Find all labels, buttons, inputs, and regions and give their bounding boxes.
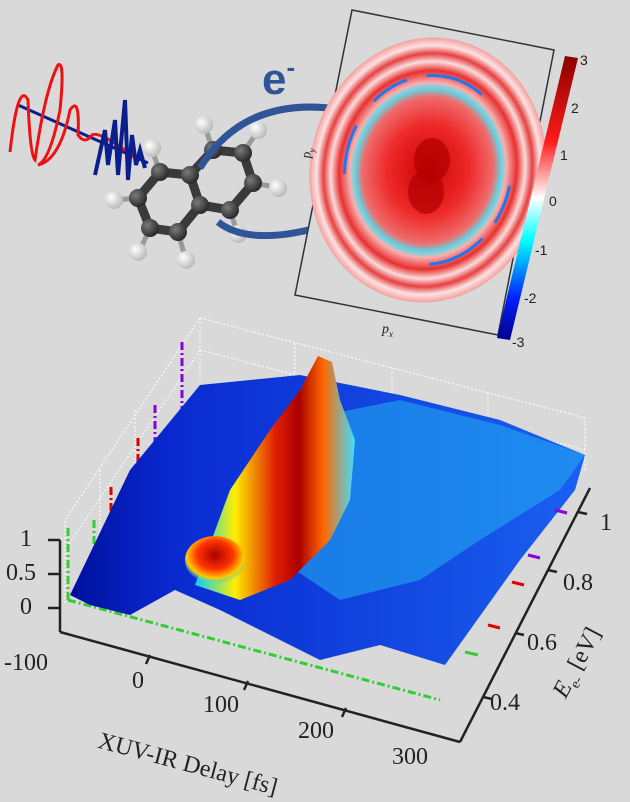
y-tick: 0.4 — [490, 690, 520, 716]
z-tick: 0 — [20, 594, 32, 620]
vmi-center-lobe-lower — [408, 170, 444, 214]
x-tick: 300 — [392, 744, 428, 770]
ir-pulse-icon — [8, 63, 139, 167]
colorbar — [497, 56, 578, 340]
vmi-x-axis-label: px — [382, 322, 393, 339]
colorbar-tick: -3 — [512, 334, 525, 350]
z-tick: 0.5 — [6, 560, 36, 586]
x-tick: -100 — [4, 650, 48, 676]
x-tick: 0 — [132, 668, 144, 694]
plot-axes — [48, 487, 592, 744]
vmi-inset — [294, 9, 578, 340]
surface-main-ridge — [195, 356, 355, 600]
x-tick: 100 — [203, 692, 239, 718]
surface-cyan-region — [280, 400, 585, 600]
laser-pulses — [8, 63, 149, 181]
colorbar-tick: 2 — [571, 100, 579, 116]
colorbar-tick: 1 — [560, 147, 568, 163]
colorbar-tick: 3 — [580, 52, 588, 68]
colorbar-tick: 0 — [549, 193, 557, 209]
electron-label: e- — [262, 52, 296, 104]
plot-grid — [64, 317, 586, 605]
carbon-atoms — [129, 141, 262, 241]
colorbar-tick: -1 — [535, 242, 548, 258]
z-tick: 1 — [20, 526, 32, 552]
y-tick: 0.6 — [527, 630, 557, 656]
axis-edge-markers — [464, 508, 568, 657]
y-tick: 1 — [600, 510, 612, 536]
xuv-pulse-icon — [93, 99, 147, 181]
surface-plot — [48, 317, 592, 744]
x-tick: 200 — [298, 718, 334, 744]
y-tick: 0.8 — [563, 570, 593, 596]
colorbar-tick: -2 — [524, 290, 537, 306]
vmi-blue-ring — [343, 73, 513, 267]
surface-secondary-peak — [185, 536, 245, 584]
